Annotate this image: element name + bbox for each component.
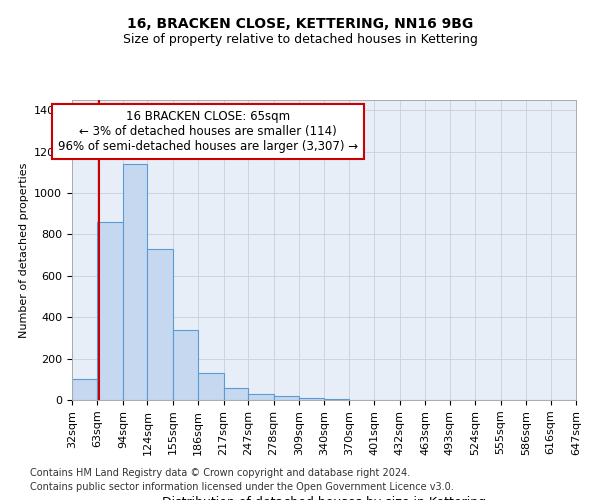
Text: Contains public sector information licensed under the Open Government Licence v3: Contains public sector information licen… [30, 482, 454, 492]
Bar [123, 164, 148, 400]
Bar [274, 396, 299, 400]
Bar [248, 394, 274, 400]
Bar [97, 222, 123, 400]
Bar [224, 388, 248, 400]
Bar [72, 380, 97, 400]
Bar [173, 330, 198, 400]
Bar [148, 249, 173, 400]
Bar [198, 373, 224, 400]
Y-axis label: Number of detached properties: Number of detached properties [19, 162, 29, 338]
Text: Distribution of detached houses by size in Kettering: Distribution of detached houses by size … [162, 496, 486, 500]
Text: 16, BRACKEN CLOSE, KETTERING, NN16 9BG: 16, BRACKEN CLOSE, KETTERING, NN16 9BG [127, 18, 473, 32]
Text: Contains HM Land Registry data © Crown copyright and database right 2024.: Contains HM Land Registry data © Crown c… [30, 468, 410, 477]
Text: Size of property relative to detached houses in Kettering: Size of property relative to detached ho… [122, 32, 478, 46]
Text: 16 BRACKEN CLOSE: 65sqm
← 3% of detached houses are smaller (114)
96% of semi-de: 16 BRACKEN CLOSE: 65sqm ← 3% of detached… [58, 110, 358, 154]
Bar [299, 398, 325, 400]
